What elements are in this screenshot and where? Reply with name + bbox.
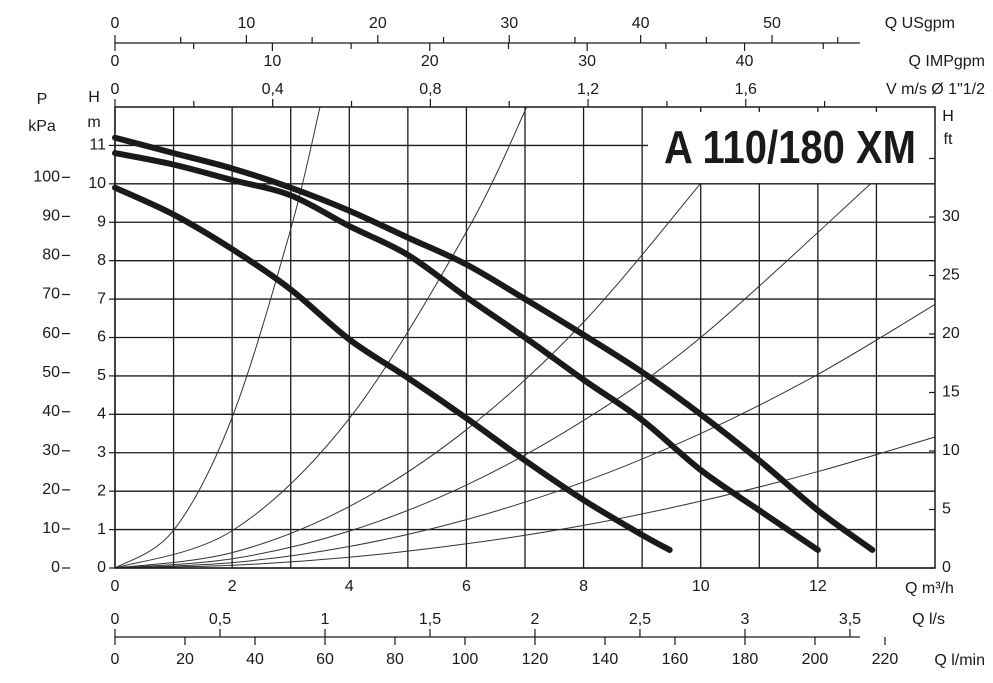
y-tick-label: 0 — [97, 559, 106, 576]
axis-tick-label: 100 — [452, 651, 479, 668]
axis-tick-label: 0 — [111, 651, 120, 668]
axis-tick-label: 5 — [942, 501, 951, 518]
axis-tick-label: 0 — [111, 15, 120, 32]
axis-tick-label: 30 — [500, 15, 518, 32]
axis-tick-label: 20 — [369, 15, 387, 32]
axis-tick-label: 0,4 — [262, 81, 284, 98]
axis-tick-label: 60 — [42, 325, 60, 342]
axis-tick-label: 20 — [942, 325, 960, 342]
axis-label: Q l/min — [934, 652, 985, 669]
x-tick-label: 0 — [111, 578, 120, 595]
axis-tick-label: 10 — [238, 15, 256, 32]
axis-tick-label: 20 — [421, 53, 439, 70]
axis-label: P — [37, 91, 48, 108]
axis-tick-label: 1,5 — [419, 611, 441, 628]
pump-curve — [112, 134, 876, 553]
axis-tick-label: 2 — [531, 611, 540, 628]
axis-tick-label: 0 — [942, 559, 951, 576]
system-curve — [114, 106, 321, 569]
axis-unit: kPa — [28, 118, 56, 135]
x-tick-label: 4 — [345, 578, 354, 595]
axis-tick-label: 10 — [263, 53, 281, 70]
x-tick-label: 8 — [579, 578, 588, 595]
axis-tick-label: 1,2 — [577, 81, 599, 98]
axis-label: H — [942, 108, 954, 125]
y-tick-label: 2 — [97, 482, 106, 499]
axis-tick-label: 40 — [246, 651, 264, 668]
axis-label: Q l/s — [912, 611, 945, 628]
axis-label: Q IMPgpm — [909, 53, 985, 70]
axis-tick-label: 40 — [632, 15, 650, 32]
axis-tick-label: 140 — [592, 651, 619, 668]
y-tick-label: 11 — [89, 137, 106, 154]
axis-tick-label: 10 — [42, 520, 60, 537]
y-tick-label: 5 — [97, 367, 106, 384]
system-curve — [114, 106, 528, 569]
x-axis-label: Q m³/h — [905, 580, 954, 597]
system-curve — [114, 183, 872, 569]
axis-tick-label: 60 — [316, 651, 334, 668]
axis-label: Q USgpm — [885, 15, 955, 32]
axis-tick-label: 80 — [386, 651, 404, 668]
title-box — [648, 112, 935, 183]
y-tick-label: 7 — [97, 290, 106, 307]
axis-tick-label: 40 — [42, 403, 60, 420]
axis-tick-label: 220 — [872, 651, 899, 668]
y-tick-label: 8 — [97, 252, 106, 269]
y-axis-label: H — [88, 89, 100, 106]
pump-curve — [112, 150, 821, 553]
axis-tick-label: 90 — [42, 208, 60, 225]
axis-tick-label: 50 — [763, 15, 781, 32]
system-curve — [114, 303, 936, 569]
axis-tick-label: 50 — [42, 364, 60, 381]
chart-title: A 110/180 XM — [664, 121, 916, 173]
axis-tick-label: 120 — [522, 651, 549, 668]
axis-tick-label: 180 — [732, 651, 759, 668]
axis-tick-label: 30 — [42, 442, 60, 459]
axis-tick-label: 200 — [802, 651, 829, 668]
axis-tick-label: 0 — [111, 53, 120, 70]
axis-tick-label: 30 — [942, 208, 960, 225]
axis-tick-label: 70 — [42, 286, 60, 303]
y-tick-label: 4 — [97, 406, 106, 423]
axis-tick-label: 40 — [736, 53, 754, 70]
system-curve — [114, 175, 708, 569]
curves — [112, 106, 936, 569]
axis-tick-label: 100 — [33, 169, 60, 186]
axis-label: V m/s Ø 1"1/2 — [886, 81, 985, 98]
x-tick-label: 2 — [228, 578, 237, 595]
y-tick-label: 10 — [88, 175, 106, 192]
axis-tick-label: 30 — [578, 53, 596, 70]
x-tick-label: 10 — [692, 578, 710, 595]
x-tick-label: 12 — [809, 578, 827, 595]
axis-tick-label: 0 — [111, 81, 120, 98]
axis-tick-label: 2,5 — [629, 611, 651, 628]
axis-tick-label: 10 — [942, 442, 960, 459]
axis-tick-label: 25 — [942, 267, 960, 284]
axis-tick-label: 1 — [321, 611, 330, 628]
axis-tick-label: 160 — [662, 651, 689, 668]
axis-tick-label: 0 — [111, 611, 120, 628]
system-curve — [114, 436, 936, 569]
axis-tick-label: 20 — [176, 651, 194, 668]
axis-tick-label: 0,8 — [419, 81, 441, 98]
y-tick-label: 3 — [97, 444, 106, 461]
y-tick-label: 6 — [97, 329, 106, 346]
x-tick-label: 6 — [462, 578, 471, 595]
axis-tick-label: 3 — [741, 611, 750, 628]
axis-unit: ft — [944, 131, 953, 148]
axis-tick-label: 0 — [51, 559, 60, 576]
axis-tick-label: 3,5 — [839, 611, 861, 628]
axis-tick-label: 20 — [42, 481, 60, 498]
pump-curve — [112, 184, 673, 553]
axis-tick-label: 1,6 — [735, 81, 757, 98]
axis-tick-label: 15 — [942, 384, 960, 401]
axis-tick-label: 80 — [42, 247, 60, 264]
y-tick-label: 1 — [97, 521, 106, 538]
y-axis-unit: m — [87, 114, 100, 131]
y-tick-label: 9 — [97, 213, 106, 230]
axis-tick-label: 0,5 — [209, 611, 231, 628]
